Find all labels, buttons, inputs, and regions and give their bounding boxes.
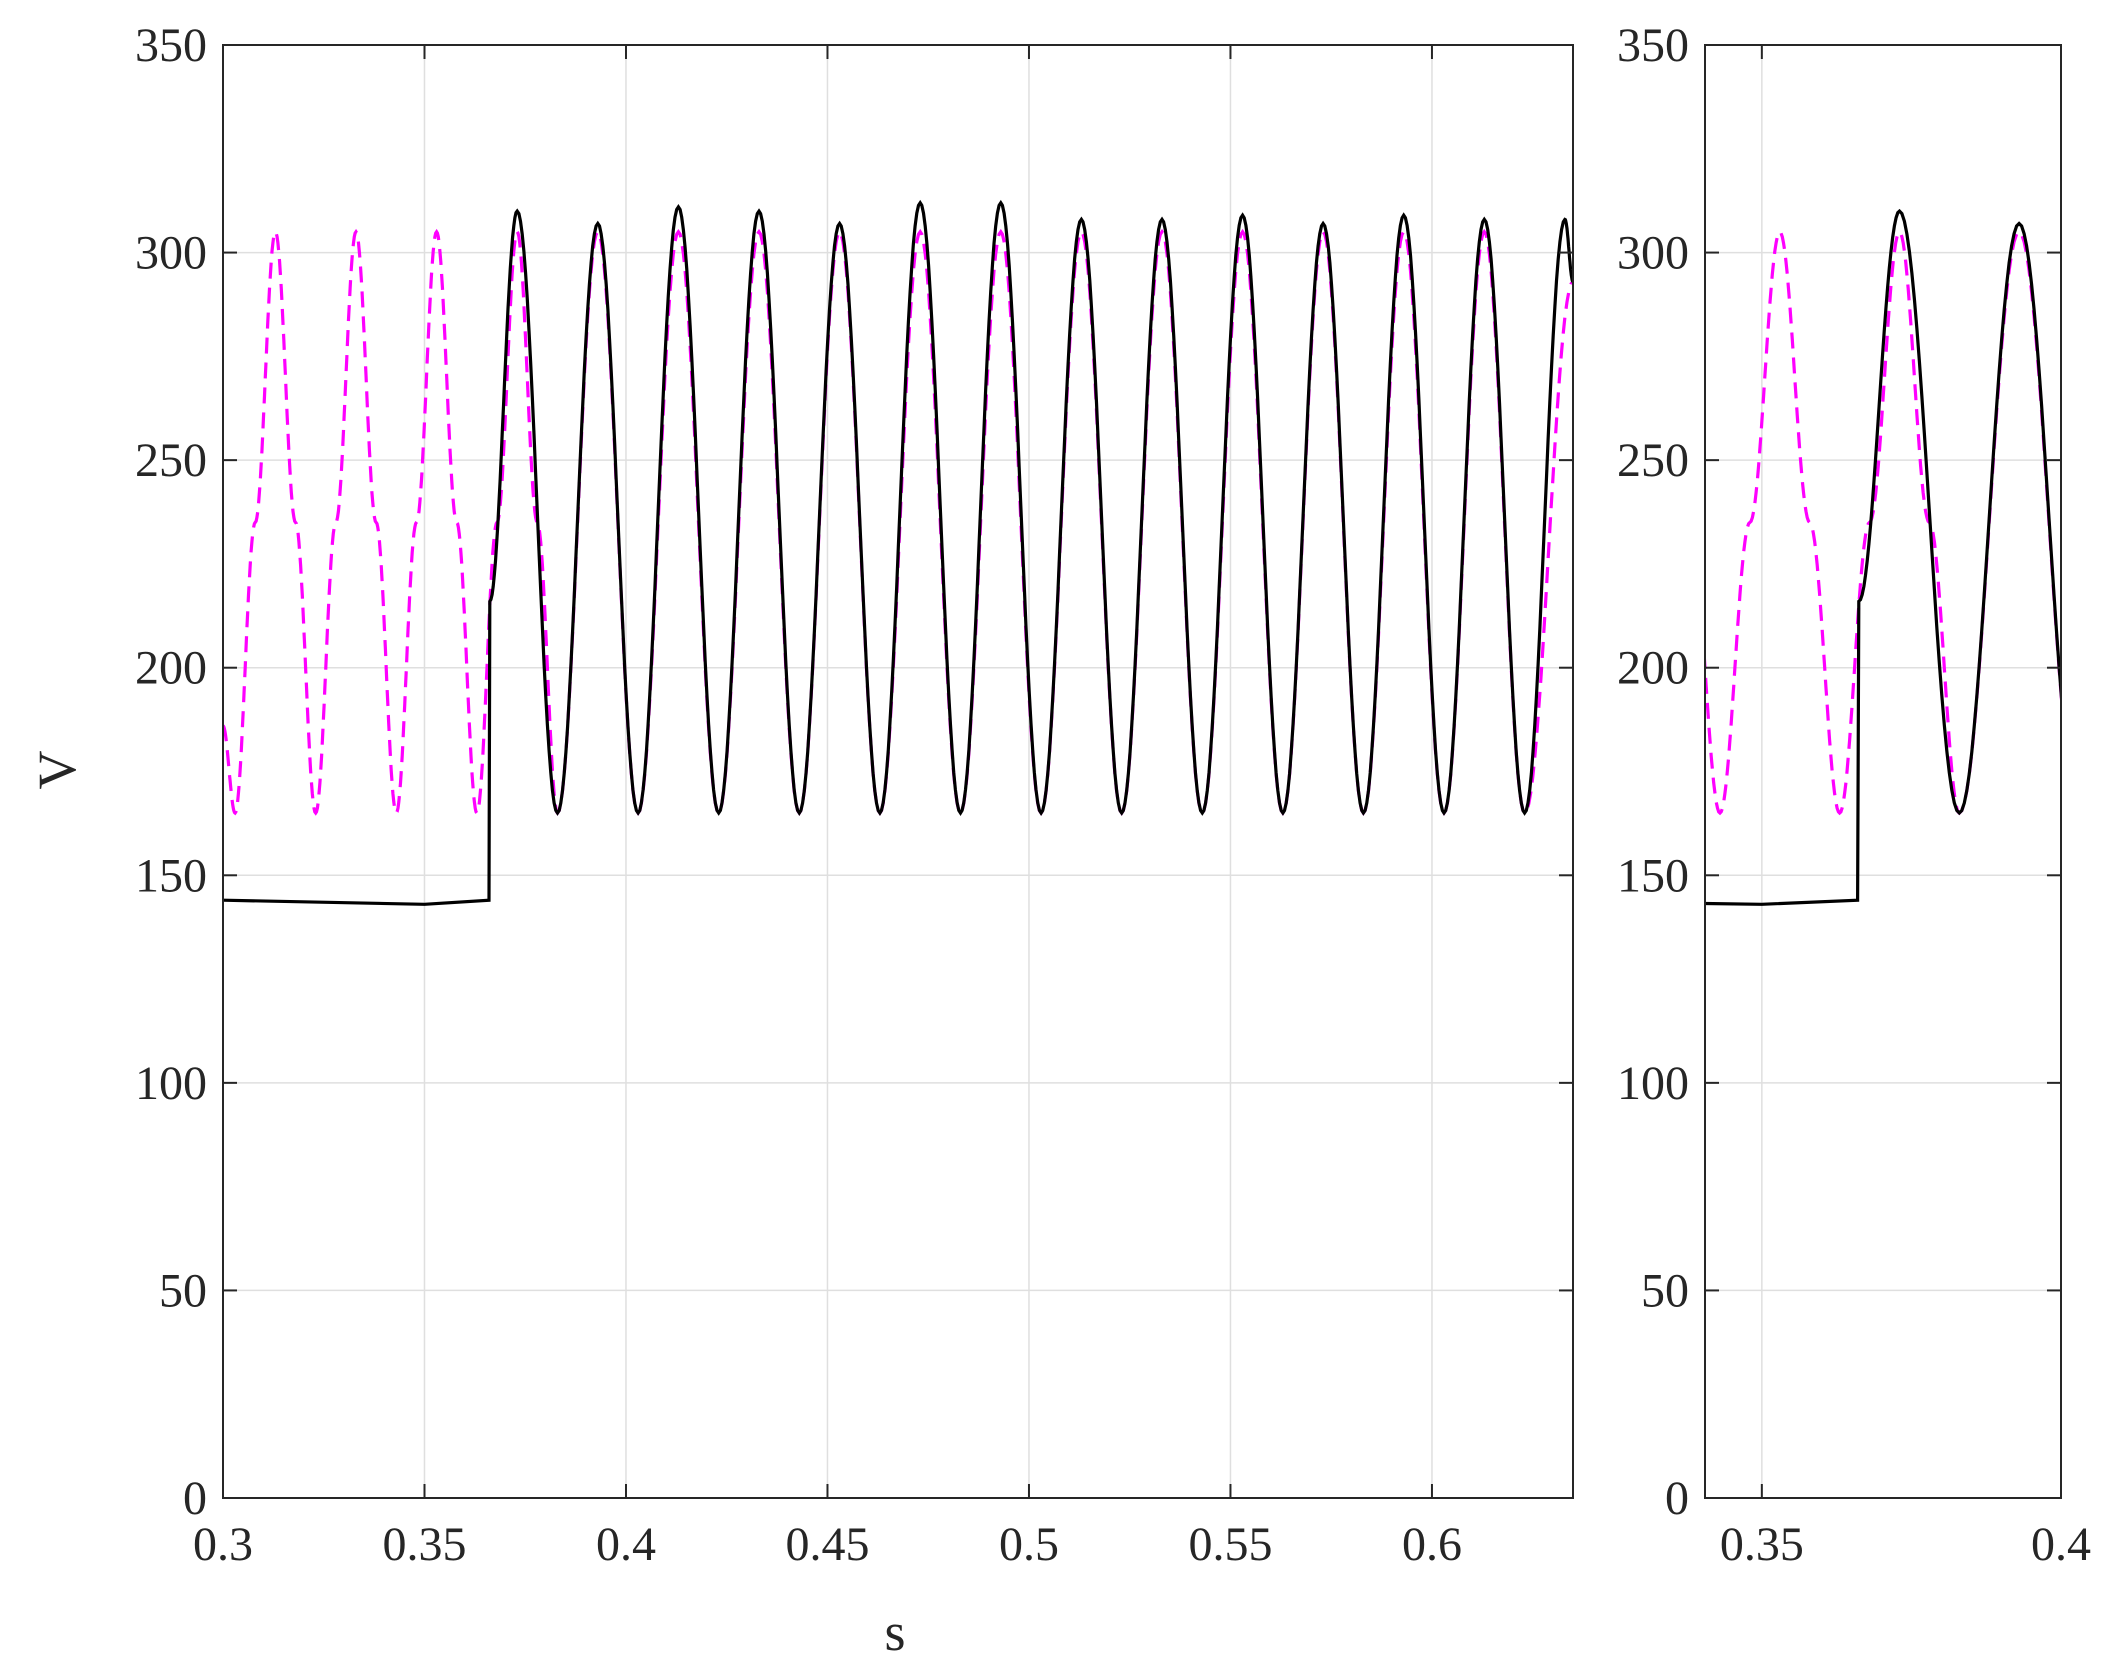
main-x-tick-label: 0.5 — [999, 1518, 1059, 1571]
main-y-tick-label: 200 — [135, 642, 207, 695]
inset-y-tick-label: 50 — [1641, 1264, 1689, 1317]
main-y-tick-label: 350 — [135, 19, 207, 72]
inset-x-tick-label: 0.35 — [1720, 1518, 1804, 1571]
main-plot-frame — [222, 44, 1574, 1499]
inset-y-tick-label: 200 — [1617, 642, 1689, 695]
main-x-tick-label: 0.35 — [382, 1518, 466, 1571]
main-plot-series — [223, 199, 1573, 906]
inset-y-tick-label: 350 — [1617, 19, 1689, 72]
main-y-tick-label: 300 — [135, 227, 207, 280]
main-plot-gridlines — [222, 44, 1573, 1499]
inset-series-dashed-line — [1705, 229, 2061, 816]
inset-plot-ticks: 0.35 0.4 0 50 100 150 200 250 300 350 — [1617, 19, 2091, 1571]
inset-y-tick-label: 100 — [1617, 1057, 1689, 1110]
inset-y-tick-label: 250 — [1617, 434, 1689, 487]
inset-y-tick-label: 150 — [1617, 849, 1689, 902]
x-axis-label: s — [884, 1602, 905, 1660]
main-y-tick-label: 0 — [183, 1472, 207, 1525]
inset-axes-box — [1704, 44, 2062, 1499]
main-y-tick-label: 150 — [135, 849, 207, 902]
main-x-tick-label: 0.4 — [596, 1518, 656, 1571]
inset-plot-series — [1705, 208, 2061, 906]
main-plot-ticks: 0.3 0.35 0.4 0.45 0.5 0.55 0.6 0 50 100 150 200 250 3… — [135, 19, 1573, 1571]
inset-y-tick-label: 300 — [1617, 227, 1689, 280]
main-series-solid-line — [223, 199, 1573, 906]
main-x-tick-label: 0.3 — [193, 1518, 253, 1571]
main-x-tick-label: 0.6 — [1402, 1518, 1462, 1571]
main-y-tick-label: 50 — [159, 1264, 207, 1317]
main-x-tick-label: 0.55 — [1188, 1518, 1272, 1571]
inset-plot-frame — [1704, 44, 2062, 1499]
y-axis-label: V — [27, 751, 87, 790]
main-axes-box — [222, 44, 1574, 1499]
main-x-tick-label: 0.45 — [785, 1518, 869, 1571]
inset-y-tick-label: 0 — [1665, 1472, 1689, 1525]
main-y-tick-label: 250 — [135, 434, 207, 487]
inset-x-tick-label: 0.4 — [2031, 1518, 2091, 1571]
main-y-tick-label: 100 — [135, 1057, 207, 1110]
